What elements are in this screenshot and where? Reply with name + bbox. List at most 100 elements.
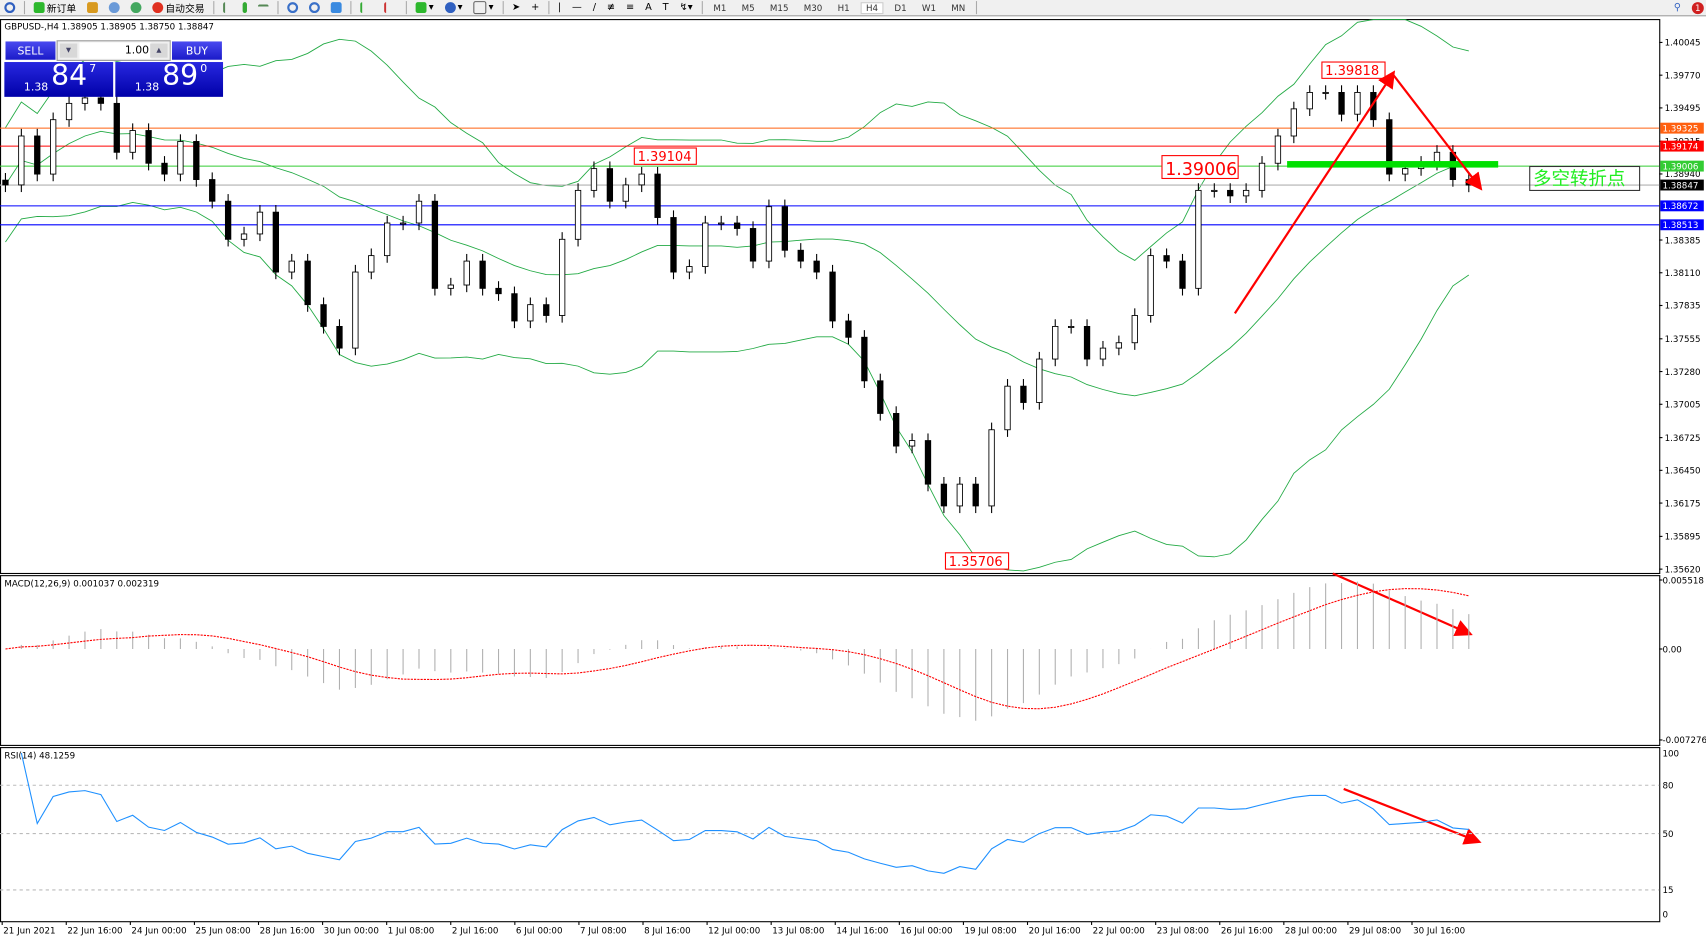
autoscroll-icon xyxy=(360,2,373,14)
bar-chart-button[interactable] xyxy=(221,1,234,15)
candle-body xyxy=(336,325,343,349)
candle-body xyxy=(845,320,852,338)
buy-price[interactable]: 1.38 89 0 xyxy=(115,60,224,97)
candle xyxy=(956,477,963,514)
indicators-button[interactable]: ▾ xyxy=(413,1,435,15)
candle-body xyxy=(718,222,725,225)
periods-button[interactable]: ▾ xyxy=(442,1,464,15)
level-price-label: 1.39006 xyxy=(1662,162,1698,172)
crosshair-button[interactable]: + xyxy=(529,1,542,15)
candle-body xyxy=(622,184,629,202)
timeframe-m30[interactable]: M30 xyxy=(803,2,823,13)
candle xyxy=(1052,319,1059,367)
fibo-button[interactable]: ≡ xyxy=(624,1,637,15)
candle xyxy=(1211,183,1218,198)
macd-tick-label: -0.007276 xyxy=(1662,736,1706,746)
search-button[interactable]: ⚲ xyxy=(1672,1,1684,15)
candle-body xyxy=(972,483,979,507)
candle-body xyxy=(1322,91,1329,94)
cursor-button[interactable]: ➤ xyxy=(510,1,523,15)
cloud-icon xyxy=(108,2,120,14)
lot-input[interactable] xyxy=(79,42,152,59)
sell-button[interactable]: SELL xyxy=(4,40,57,61)
sell-price[interactable]: 1.38 84 7 xyxy=(4,60,114,97)
candle-body xyxy=(702,222,709,268)
time-tick-label: 22 Jun 16:00 xyxy=(67,927,122,937)
notifications-button[interactable]: 1 xyxy=(1690,1,1706,15)
candle xyxy=(1115,335,1123,356)
candle-body xyxy=(781,206,788,251)
level-price-tag xyxy=(1660,122,1704,134)
line-chart-button[interactable] xyxy=(256,1,271,15)
candle xyxy=(479,253,486,296)
templates-button[interactable]: ▾ xyxy=(471,1,496,15)
vertical-line-button[interactable]: | xyxy=(556,1,564,15)
separator xyxy=(23,1,26,15)
timeframe-m15[interactable]: M15 xyxy=(769,2,789,13)
pivot-price-label: 1.39006 xyxy=(1165,160,1237,180)
arrows-button[interactable]: ↯▾ xyxy=(677,1,694,15)
autoscroll-button[interactable] xyxy=(358,1,375,15)
level-price-label: 1.38672 xyxy=(1662,202,1698,212)
price-tick-label: 1.37005 xyxy=(1665,401,1701,411)
timeframe-mn[interactable]: MN xyxy=(951,2,966,13)
separator xyxy=(701,1,703,15)
candle xyxy=(797,243,804,269)
candle xyxy=(1131,308,1138,350)
candle xyxy=(543,297,550,323)
text-button[interactable]: A xyxy=(643,1,654,15)
candle-body xyxy=(479,260,486,289)
timeframe-m1[interactable]: M1 xyxy=(713,2,727,13)
signals-button[interactable] xyxy=(107,1,122,15)
candle-body xyxy=(1242,189,1250,197)
candle-body xyxy=(1004,385,1011,431)
channel-button[interactable]: ≢ xyxy=(605,1,618,15)
candle xyxy=(336,319,343,356)
candle-body xyxy=(511,293,518,322)
zoom-tool-button[interactable] xyxy=(2,1,17,15)
lot-increase-button[interactable]: ▲ xyxy=(150,43,168,58)
horizontal-line-button[interactable]: — xyxy=(570,1,584,15)
candle-body xyxy=(877,380,884,414)
market-button[interactable] xyxy=(128,1,143,15)
bollinger-lower xyxy=(5,202,1470,572)
zoom-in-button[interactable] xyxy=(285,1,300,15)
auto-trading-button[interactable]: 自动交易 xyxy=(150,1,207,15)
candle-body xyxy=(1083,325,1091,360)
separator xyxy=(350,1,352,15)
separator xyxy=(277,1,279,15)
candle xyxy=(908,433,916,454)
price-tick-label: 1.38940 xyxy=(1665,170,1701,180)
history-button[interactable] xyxy=(85,1,100,15)
candle-chart-button[interactable] xyxy=(240,1,249,15)
candle-body xyxy=(463,260,470,286)
new-order-button[interactable]: 新订单 xyxy=(32,1,79,15)
candle-body xyxy=(797,249,804,262)
chart-shift-button[interactable] xyxy=(382,1,399,15)
candle-body xyxy=(590,168,598,191)
trendline-icon: / xyxy=(592,2,597,14)
magnifier-icon xyxy=(4,2,16,14)
timeframe-d1[interactable]: D1 xyxy=(894,2,907,13)
timeframe-h1[interactable]: H1 xyxy=(837,2,850,13)
separator xyxy=(548,1,550,15)
price-tick-label: 1.36175 xyxy=(1665,499,1701,509)
text-label-button[interactable]: T xyxy=(661,1,671,15)
candle-body xyxy=(765,206,773,262)
zoom-out-button[interactable] xyxy=(307,1,322,15)
lot-decrease-button[interactable]: ▼ xyxy=(59,43,78,58)
mid-high-price-label-box xyxy=(633,147,697,165)
time-tick-label: 2 Jul 16:00 xyxy=(452,927,499,937)
trendline-button[interactable]: / xyxy=(591,1,599,15)
candle xyxy=(272,205,279,280)
timeframe-w1[interactable]: W1 xyxy=(921,2,937,13)
candle xyxy=(558,232,566,323)
time-tick-label: 12 Jul 00:00 xyxy=(708,927,760,937)
candle xyxy=(718,215,725,231)
timeframe-h4[interactable]: H4 xyxy=(860,1,884,14)
tile-windows-button[interactable] xyxy=(329,1,344,15)
timeframe-m5[interactable]: M5 xyxy=(741,2,755,13)
candle xyxy=(161,156,168,182)
buy-button[interactable]: BUY xyxy=(170,40,224,61)
